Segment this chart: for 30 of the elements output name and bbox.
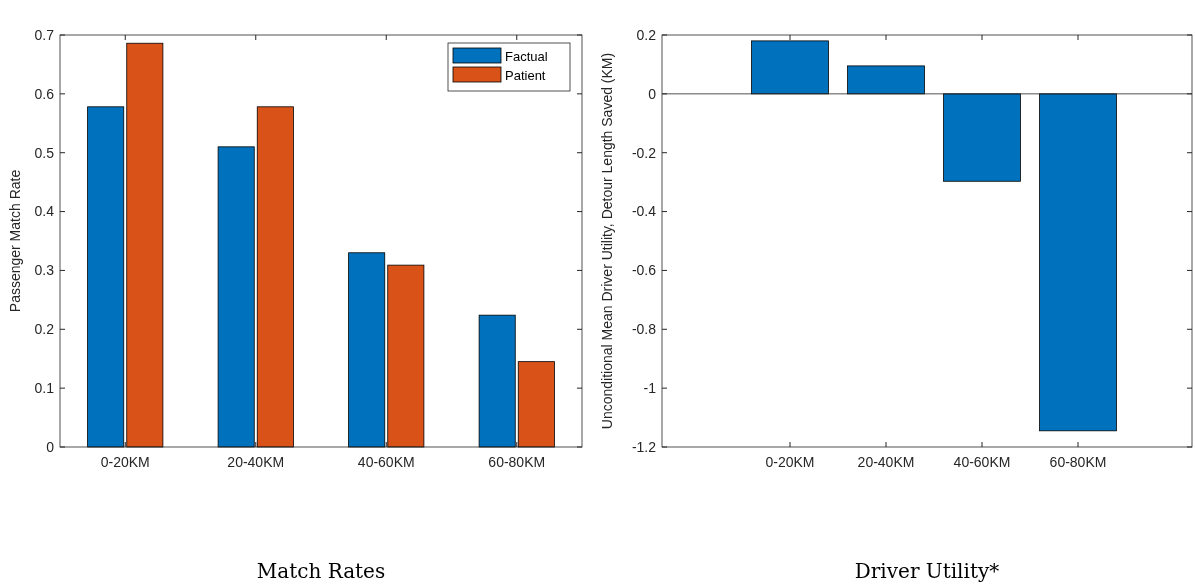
text: Match Rates xyxy=(256,559,386,583)
y-tick-label: 0.5 xyxy=(34,144,55,161)
y-tick-label: -0.8 xyxy=(631,321,657,338)
y-axis-title: Passenger Match Rate xyxy=(7,169,23,313)
x-tick-label: 60-80KM xyxy=(488,454,546,470)
y-tick-label: 0.2 xyxy=(34,321,55,338)
y-tick-label: 0.3 xyxy=(34,262,55,279)
legend-label: Patient xyxy=(505,67,546,83)
x-tick-label: 40-60KM xyxy=(357,454,415,470)
y-tick-label: 0.2 xyxy=(636,26,657,43)
y-tick-label: -0.4 xyxy=(631,203,657,220)
y-tick-label: 0.6 xyxy=(34,85,55,102)
y-tick-label: 0 xyxy=(46,438,55,455)
x-tick-label: 0-20KM xyxy=(100,454,150,470)
y-tick-label: -1 xyxy=(643,380,657,397)
x-tick-label: 0-20KM xyxy=(765,454,815,470)
y-axis-title: Unconditional Mean Driver Utility, Detour Length Saved (KM) xyxy=(599,52,615,430)
y-tick-label: 0.1 xyxy=(34,380,55,397)
x-tick-label: 20-40KM xyxy=(857,454,915,470)
y-tick-label: 0 xyxy=(648,85,657,102)
x-tick-label: 60-80KM xyxy=(1049,454,1107,470)
y-tick-label: 0.7 xyxy=(34,26,55,43)
legend-label: Factual xyxy=(505,48,548,64)
x-tick-label: 20-40KM xyxy=(227,454,285,470)
y-tick-label: -0.6 xyxy=(631,262,657,279)
y-tick-label: -0.2 xyxy=(631,144,657,161)
text: Driver Utility* xyxy=(854,559,1000,583)
x-tick-label: 40-60KM xyxy=(953,454,1011,470)
y-tick-label: 0.4 xyxy=(34,203,55,220)
y-tick-label: -1.2 xyxy=(631,438,657,455)
